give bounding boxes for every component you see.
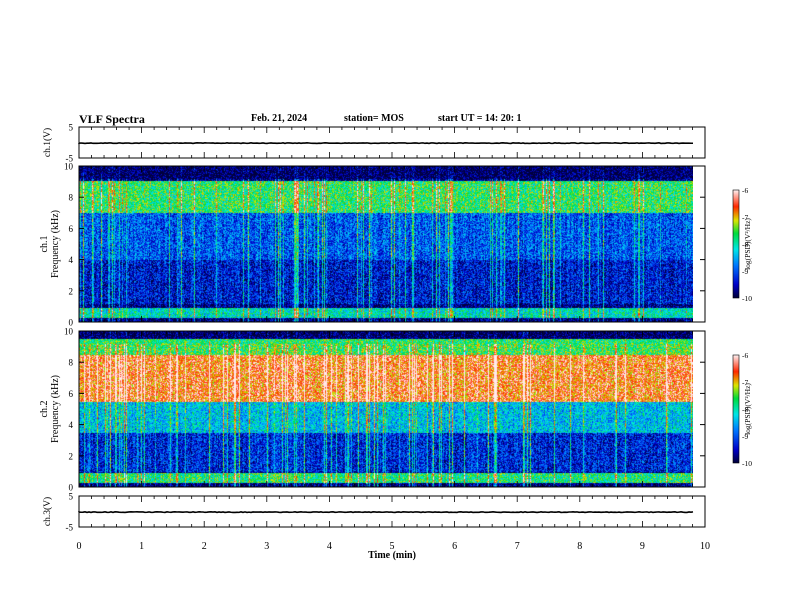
ch2-colorbar-label: log(PSD)(V²/Hz): [743, 383, 752, 435]
ch1-ytick-label: 8: [69, 193, 74, 203]
ch1-colorbar-frame: [732, 189, 740, 299]
ch3-voltage-ytick-label: 5: [69, 492, 74, 502]
ch2-ytick-label: 6: [69, 389, 74, 399]
x-tick-label: 7: [515, 541, 520, 552]
ch1-voltage-ylabel: ch.1(V): [42, 128, 53, 157]
ch2-ytick-label: 8: [69, 358, 74, 368]
ch2-colorbar-tick: -9: [742, 432, 748, 441]
ch2-ytick-label: 4: [69, 420, 74, 430]
ch2-ytick-label: 2: [69, 451, 74, 461]
ch2-ylabel-channel: ch.2: [39, 401, 50, 418]
ch1-ytick-label: 6: [69, 224, 74, 234]
ch3-voltage-ytick-label: -5: [66, 523, 74, 533]
ch1-colorbar-tick: -8: [742, 240, 748, 249]
ch2-colorbar-tick: -10: [742, 459, 752, 468]
ch1-colorbar-tick: -7: [742, 213, 748, 222]
start-time-label: start UT = 14: 20: 1: [438, 113, 522, 124]
ch1-colorbar-tick: -6: [742, 186, 748, 195]
x-tick-label: 2: [202, 541, 207, 552]
x-tick-label: 8: [577, 541, 582, 552]
x-tick-label: 4: [327, 541, 332, 552]
ch1-ytick-label: 0: [69, 318, 74, 328]
ch3-voltage-trace: [78, 511, 694, 514]
ch1-ylabel-channel: ch.1: [39, 236, 50, 253]
ch2-colorbar-frame: [732, 354, 740, 464]
x-tick-label: 5: [390, 541, 395, 552]
x-tick-label: 0: [77, 541, 82, 552]
ch2-colorbar: [733, 355, 739, 463]
ch2-ytick-label: 10: [64, 327, 74, 337]
ch2-ylabel-frequency: Frequency (kHz): [50, 375, 61, 443]
ch3-voltage-ylabel: ch.3(V): [42, 497, 53, 526]
ch1-voltage-ytick-label: 5: [69, 123, 74, 133]
ch1-ylabel-frequency: Frequency (kHz): [50, 210, 61, 278]
ch2-colorbar-tick: -6: [742, 351, 748, 360]
ch1-spectrogram-image: [79, 166, 693, 322]
ch1-colorbar: [733, 190, 739, 298]
ch1-colorbar-tick: -9: [742, 267, 748, 276]
ch1-colorbar-label: log(PSD)(V²/Hz): [743, 218, 752, 270]
x-tick-label: 10: [700, 541, 710, 552]
ch1-voltage-ytick-label: -5: [66, 154, 74, 164]
ch1-ytick-label: 10: [64, 162, 74, 172]
x-tick-label: 9: [640, 541, 645, 552]
x-tick-label: 3: [264, 541, 269, 552]
station-label: station= MOS: [344, 113, 404, 124]
x-axis-label: Time (min): [368, 550, 416, 561]
ch2-colorbar-tick: -8: [742, 405, 748, 414]
ch1-ytick-label: 4: [69, 255, 74, 265]
ch2-spectrogram-image: [79, 331, 693, 487]
ch1-ytick-label: 2: [69, 286, 74, 296]
ch1-voltage-trace: [78, 142, 694, 145]
x-tick-label: 1: [139, 541, 144, 552]
figure-title: VLF Spectra: [79, 112, 145, 126]
ch1-colorbar-tick: -10: [742, 294, 752, 303]
ch2-ytick-label: 0: [69, 483, 74, 493]
x-tick-label: 6: [452, 541, 457, 552]
ch2-colorbar-tick: -7: [742, 378, 748, 387]
date-label: Feb. 21, 2024: [251, 113, 308, 124]
